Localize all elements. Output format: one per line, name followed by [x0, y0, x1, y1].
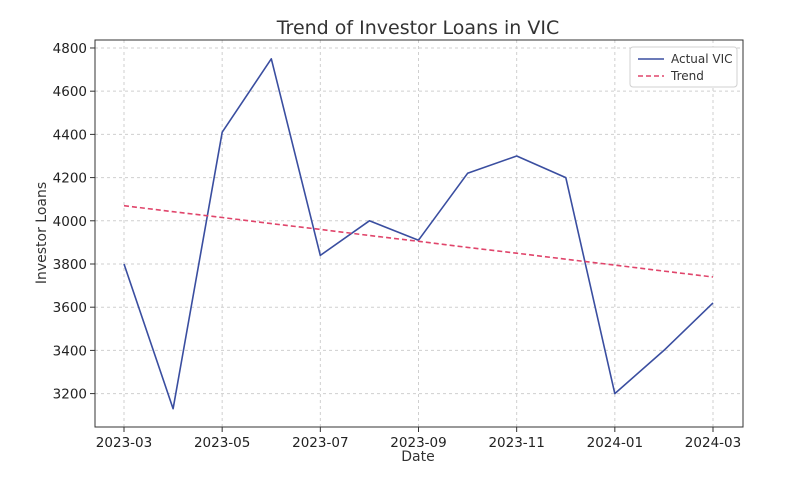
x-tick-label: 2023-07	[292, 435, 348, 451]
y-tick-label: 4800	[53, 41, 87, 57]
x-tick-label: 2023-09	[390, 435, 446, 451]
y-tick-label: 3800	[53, 257, 87, 273]
y-tick-label: 4400	[53, 127, 87, 143]
x-axis: 2023-03 2023-05 2023-07 2023-09 2023-11 2024-…	[96, 427, 741, 451]
x-tick-label: 2023-05	[194, 435, 250, 451]
y-tick-label: 4000	[53, 214, 87, 230]
x-tick-label: 2024-03	[685, 435, 741, 451]
y-tick-label: 3200	[53, 387, 87, 403]
x-tick-label: 2024-01	[587, 435, 643, 451]
legend-box	[629, 46, 738, 88]
y-tick-label: 4200	[53, 171, 87, 187]
legend-label-actual-vic: Actual VIC	[671, 52, 733, 66]
y-axis: 3200 3400 3600 3800 4000 4200 4400 4600 4800	[53, 41, 95, 403]
y-tick-label: 3400	[53, 343, 87, 359]
y-tick-label: 3600	[53, 300, 87, 316]
legend-label-trend: Trend	[670, 69, 704, 83]
chart-title: Trend of Investor Loans in VIC	[276, 17, 560, 39]
legend: Actual VIC Trend	[629, 46, 738, 88]
y-tick-label: 4600	[53, 84, 87, 100]
x-tick-label: 2023-11	[488, 435, 544, 451]
y-axis-label: Investor Loans	[34, 182, 50, 284]
x-tick-label: 2023-03	[96, 435, 152, 451]
series-layer	[123, 57, 714, 410]
grid	[95, 40, 743, 427]
x-axis-label: Date	[401, 449, 434, 465]
